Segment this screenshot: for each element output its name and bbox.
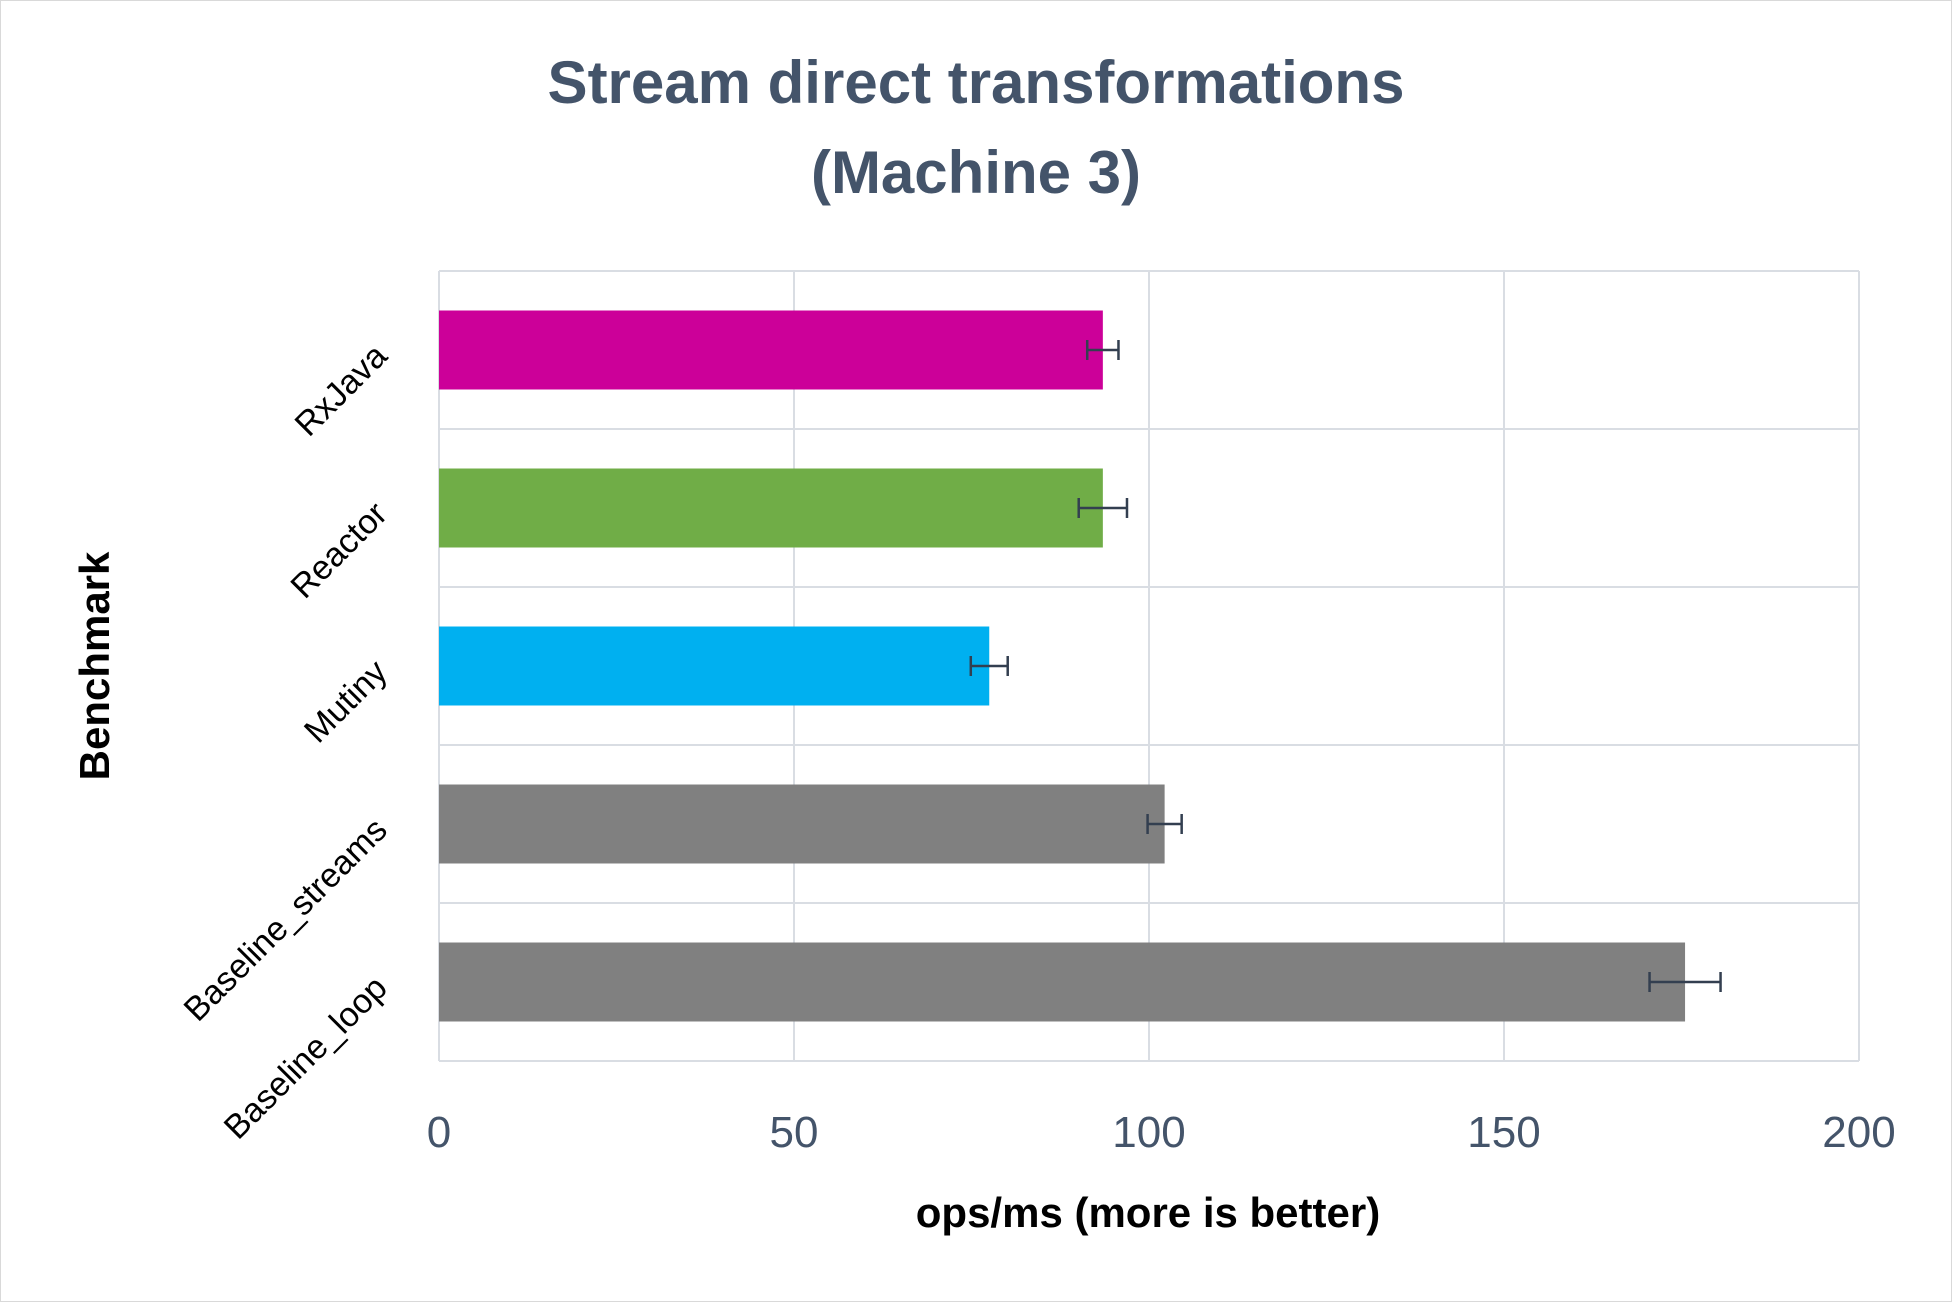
chart-title-line1: Stream direct transformations [548, 49, 1405, 116]
x-tick-label: 0 [427, 1108, 451, 1157]
x-tick-labels: 0 50 100 150 200 [427, 1108, 1896, 1157]
x-tick-label: 100 [1112, 1108, 1185, 1157]
bar-mutiny [439, 626, 990, 706]
bar-rxjava [439, 310, 1103, 390]
x-tick-label: 150 [1467, 1108, 1540, 1157]
x-axis-title: ops/ms (more is better) [916, 1189, 1380, 1236]
y-category-label: Reactor [284, 495, 395, 606]
y-axis-title: Benchmark [71, 551, 118, 780]
bar-reactor [439, 468, 1103, 548]
errorbar-baseline-loop [1648, 972, 1722, 992]
bar-layer [439, 310, 1686, 1022]
x-tick-label: 200 [1822, 1108, 1895, 1157]
chart-title-line2: (Machine 3) [811, 139, 1141, 206]
grid-layer [438, 270, 1860, 1062]
x-tick-label: 50 [770, 1108, 819, 1157]
errorbar-reactor [1077, 498, 1129, 518]
bar-baseline-streams [439, 784, 1165, 864]
errorbar-baseline-streams [1146, 814, 1183, 834]
y-category-label: Mutiny [297, 653, 395, 751]
y-category-label: RxJava [288, 337, 395, 444]
y-category-label: Baseline_loop [217, 969, 395, 1147]
errorbar-mutiny [969, 656, 1009, 676]
errorbar-rxjava [1085, 340, 1120, 360]
errorbar-layer [969, 340, 1722, 992]
y-category-labels: RxJavaReactorMutinyBaseline_streamsBasel… [177, 337, 395, 1147]
bar-baseline-loop [439, 942, 1686, 1022]
